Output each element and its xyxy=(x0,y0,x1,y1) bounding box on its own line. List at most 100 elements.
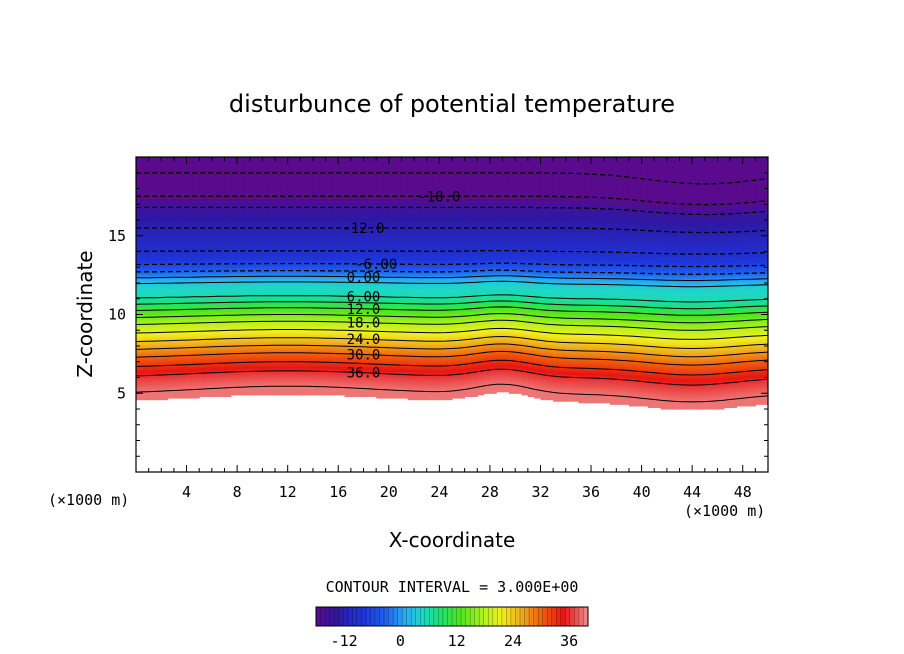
field-cell xyxy=(192,248,200,251)
field-cell xyxy=(186,227,194,231)
field-cell xyxy=(211,175,219,179)
field-cell xyxy=(218,224,226,227)
field-cell xyxy=(218,240,226,243)
field-cell xyxy=(218,375,226,379)
field-cell xyxy=(199,275,207,278)
field-cell xyxy=(211,174,219,177)
field-cell xyxy=(148,231,156,234)
field-cell xyxy=(249,158,257,161)
field-cell xyxy=(256,182,263,185)
field-cell xyxy=(211,226,219,229)
field-cell xyxy=(237,374,245,377)
field-cell xyxy=(243,164,251,168)
field-cell xyxy=(275,334,282,338)
field-cell xyxy=(192,254,200,257)
field-cell xyxy=(249,164,257,168)
field-cell xyxy=(275,290,282,294)
field-cell xyxy=(211,278,219,281)
field-cell xyxy=(199,220,207,223)
field-cell xyxy=(268,346,276,349)
field-cell xyxy=(211,202,219,205)
field-cell xyxy=(249,163,257,166)
field-cell xyxy=(148,391,156,394)
field-cell xyxy=(186,286,194,289)
field-cell xyxy=(230,197,238,201)
field-cell xyxy=(199,240,207,243)
field-cell xyxy=(211,300,219,303)
field-cell xyxy=(148,309,156,312)
field-cell xyxy=(205,256,213,259)
field-cell xyxy=(268,245,276,248)
field-cell xyxy=(268,330,276,333)
field-cell xyxy=(186,391,194,394)
field-cell xyxy=(230,347,238,350)
field-cell xyxy=(218,328,226,331)
field-cell xyxy=(218,199,226,202)
field-cell xyxy=(237,327,245,330)
field-cell xyxy=(142,262,150,265)
field-cell xyxy=(167,393,175,396)
field-cell xyxy=(192,265,200,268)
field-cell xyxy=(262,183,270,186)
field-cell xyxy=(211,182,219,185)
field-cell xyxy=(154,279,162,283)
field-cell xyxy=(142,308,150,311)
field-cell xyxy=(192,342,200,346)
field-cell xyxy=(211,185,219,188)
field-cell xyxy=(180,168,188,171)
field-cell xyxy=(180,357,188,360)
field-cell xyxy=(224,264,232,267)
field-cell xyxy=(237,290,245,294)
field-cell xyxy=(262,360,270,363)
field-cell xyxy=(154,224,162,227)
field-cell xyxy=(173,333,181,336)
field-cell xyxy=(180,172,188,175)
field-cell xyxy=(224,179,232,182)
field-cell xyxy=(142,297,150,300)
field-cell xyxy=(249,226,257,229)
field-cell xyxy=(186,300,194,303)
field-cell xyxy=(237,303,245,306)
field-cell xyxy=(142,224,150,227)
field-cell xyxy=(148,320,156,323)
field-cell xyxy=(218,216,226,220)
field-cell xyxy=(180,175,188,179)
field-cell xyxy=(249,325,257,328)
field-cell xyxy=(205,358,213,361)
field-cell xyxy=(256,312,263,316)
field-cell xyxy=(167,334,175,338)
field-cell xyxy=(256,363,263,366)
field-cell xyxy=(224,366,232,369)
field-cell xyxy=(230,210,238,213)
field-cell xyxy=(268,281,276,284)
field-cell xyxy=(249,210,257,213)
field-cell xyxy=(262,264,270,267)
field-cell xyxy=(148,353,156,357)
field-cell xyxy=(199,390,207,393)
field-cell xyxy=(268,309,276,312)
field-cell xyxy=(192,212,200,215)
field-cell xyxy=(224,210,232,213)
field-cell xyxy=(192,394,200,397)
field-cell xyxy=(275,314,282,317)
field-cell xyxy=(268,227,276,231)
field-cell xyxy=(205,298,213,301)
field-cell xyxy=(167,158,175,161)
field-cell xyxy=(205,383,213,386)
field-cell xyxy=(173,188,181,191)
field-cell xyxy=(205,279,213,283)
field-cell xyxy=(142,278,150,281)
field-cell xyxy=(192,347,200,350)
field-cell xyxy=(180,334,188,338)
field-cell xyxy=(218,350,226,353)
field-cell xyxy=(237,254,245,257)
field-cell xyxy=(230,174,238,177)
field-cell xyxy=(154,237,162,240)
field-cell xyxy=(230,265,238,268)
field-cell xyxy=(199,224,207,227)
field-cell xyxy=(173,330,181,333)
field-cell xyxy=(186,374,194,377)
field-cell xyxy=(256,163,263,166)
field-cell xyxy=(161,273,169,276)
field-cell xyxy=(262,204,270,207)
